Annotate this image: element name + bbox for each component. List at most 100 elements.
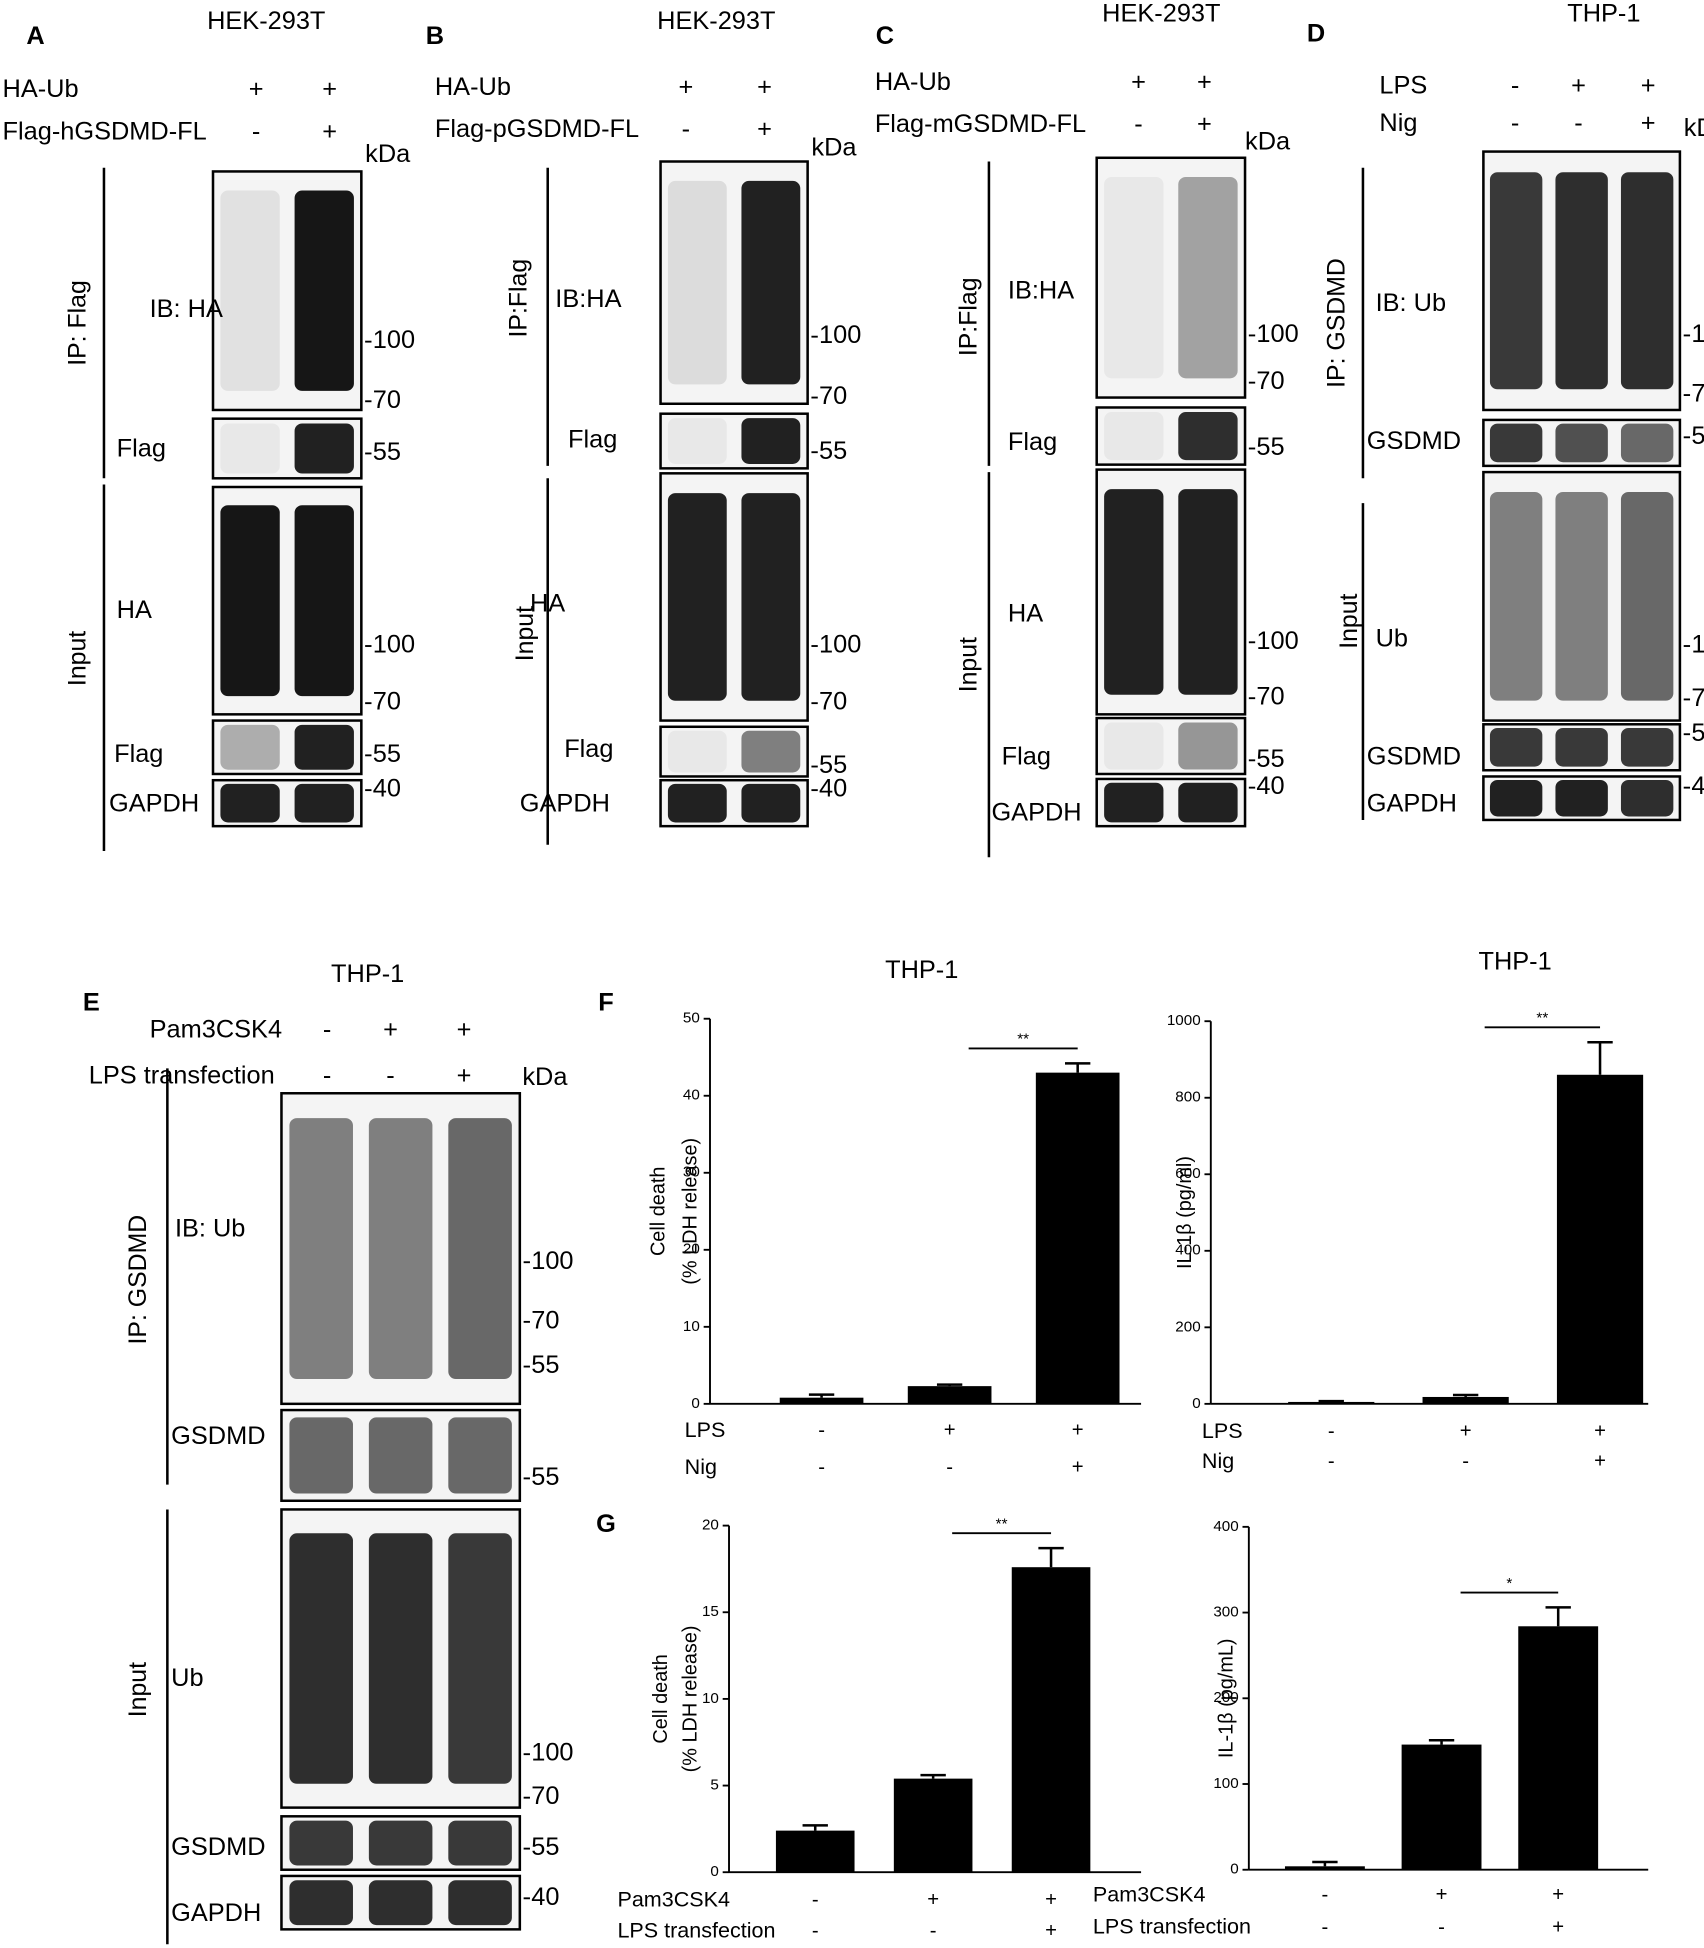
strip-label: GAPDH	[171, 1899, 261, 1927]
blot-band	[220, 505, 280, 697]
treatment-label: Nig	[1379, 109, 1417, 137]
condition-label: Pam3CSK4	[617, 1888, 730, 1912]
unit-label: kDa	[365, 140, 410, 168]
chart-title: THP-1	[1478, 948, 1551, 976]
blot-band	[1555, 779, 1608, 817]
blot-strip	[1095, 716, 1247, 776]
condition-sign: +	[1045, 1889, 1057, 1911]
treatment-sign: +	[457, 1062, 472, 1090]
treatment-sign: -	[323, 1062, 331, 1090]
condition-sign: -	[1462, 1451, 1469, 1473]
condition-sign: +	[927, 1889, 939, 1911]
marker-label: 55	[1256, 745, 1284, 773]
y-tick-label: 10	[702, 1690, 719, 1707]
treatment-sign: +	[1197, 68, 1212, 96]
bar	[1284, 1866, 1365, 1870]
blot-band	[1489, 491, 1543, 701]
y-tick-label: 200	[1175, 1318, 1200, 1335]
treatment-label: HA-Ub	[3, 75, 79, 103]
treatment-label: LPS transfection	[89, 1062, 275, 1090]
strip-label: IB: HA	[150, 295, 224, 323]
blot-band	[1178, 489, 1238, 695]
blot-band	[220, 423, 280, 474]
bar	[907, 1386, 992, 1404]
y-tick-label: 300	[1213, 1604, 1238, 1621]
blot-band	[220, 783, 280, 823]
marker-label: 100	[1691, 320, 1704, 348]
marker-label: 70	[531, 1782, 559, 1810]
blot-band	[1620, 423, 1674, 463]
treatment-label: HA-Ub	[435, 73, 511, 101]
bar	[779, 1397, 864, 1404]
condition-sign: -	[930, 1920, 937, 1942]
treatment-sign: +	[679, 73, 694, 101]
y-tick-label: 0	[691, 1395, 699, 1412]
bar	[775, 1830, 855, 1873]
unit-label: kDa	[1245, 128, 1290, 156]
group-label: IP:Flag	[954, 277, 982, 356]
treatment-sign: +	[322, 118, 337, 146]
treatment-sign: -	[1511, 72, 1519, 100]
blot-band	[667, 493, 727, 701]
condition-sign: -	[812, 1889, 819, 1911]
marker-label: 55	[819, 437, 847, 465]
y-tick-label: 5	[710, 1777, 718, 1794]
treatment-label: Flag-hGSDMD-FL	[3, 118, 207, 146]
cell-line: THP-1	[1567, 0, 1640, 27]
significance-label: *	[1506, 1575, 1512, 1592]
strip-label: Ub	[171, 1664, 203, 1692]
blot-band	[1620, 491, 1674, 701]
blot-band	[741, 418, 801, 464]
blot-band	[1489, 423, 1543, 463]
marker-label: 70	[819, 688, 847, 716]
y-tick-label: 600	[1175, 1165, 1200, 1182]
blot-band	[368, 1417, 433, 1494]
condition-sign: +	[1552, 1884, 1564, 1906]
y-tick-label: 100	[1213, 1775, 1238, 1792]
condition-label: Pam3CSK4	[1093, 1883, 1206, 1907]
treatment-sign: -	[323, 1016, 331, 1044]
blot-band	[289, 1533, 353, 1784]
bar	[893, 1778, 973, 1873]
marker-label: 70	[1691, 380, 1704, 408]
group-label: IP:Flag	[504, 259, 532, 338]
condition-sign: +	[1072, 1457, 1084, 1479]
marker-label: 55	[1691, 719, 1704, 747]
strip-label: GSDMD	[171, 1833, 265, 1861]
marker-label: 100	[819, 321, 861, 349]
blot-band	[741, 180, 801, 385]
blot-band	[1555, 172, 1608, 390]
treatment-sign: +	[1641, 109, 1656, 137]
blot-band	[368, 1820, 433, 1866]
group-label: Input	[1335, 594, 1363, 649]
marker-label: 70	[373, 688, 401, 716]
treatment-label: Flag-pGSDMD-FL	[435, 115, 639, 143]
y-tick-label: 0	[1230, 1861, 1238, 1878]
blot-band	[667, 180, 727, 385]
unit-label: kDa	[811, 134, 856, 162]
y-tick-label: 0	[1192, 1395, 1200, 1412]
y-tick-label: 800	[1175, 1089, 1200, 1106]
marker-label: 55	[531, 1351, 559, 1379]
blot-band	[1489, 779, 1543, 817]
strip-label: Ub	[1376, 625, 1408, 653]
blot-band	[368, 1880, 433, 1926]
unit-label: kDa	[522, 1063, 567, 1091]
treatment-sign: -	[1574, 109, 1582, 137]
treatment-sign: +	[1131, 68, 1146, 96]
panel-letter: D	[1307, 20, 1325, 48]
strip-label: GSDMD	[1367, 743, 1461, 771]
blot-band	[1620, 779, 1674, 817]
condition-sign: +	[1594, 1451, 1606, 1473]
condition-sign: +	[1072, 1420, 1084, 1442]
panel-letter: B	[426, 22, 444, 50]
y-tick-label: 400	[1175, 1242, 1200, 1259]
marker-label: 55	[1256, 433, 1284, 461]
group-label: IP: GSDMD	[124, 1215, 152, 1345]
marker-label: 100	[819, 631, 861, 659]
y-axis-label: IL-1β (pg/mL)	[1215, 1638, 1237, 1758]
blot-band	[1555, 423, 1608, 463]
treatment-sign: +	[1571, 72, 1586, 100]
treatment-sign: -	[1134, 110, 1142, 138]
condition-sign: +	[1460, 1421, 1472, 1443]
